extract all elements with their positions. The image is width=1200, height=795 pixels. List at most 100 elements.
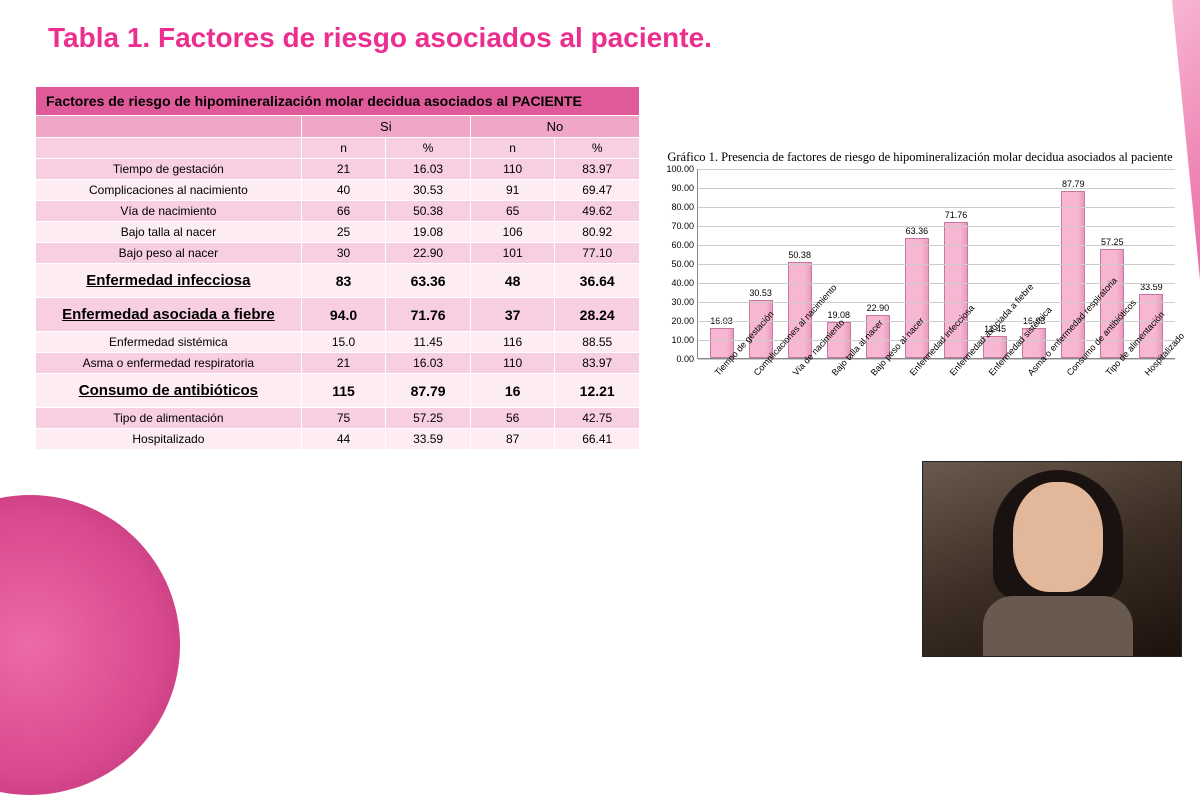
table-cell: 77.10 — [555, 243, 640, 264]
table-cell: 63.36 — [386, 264, 471, 298]
risk-factors-table: Factores de riesgo de hipomineralización… — [35, 86, 640, 450]
table-cell: 12.21 — [555, 374, 640, 408]
table-cell: 101 — [470, 243, 555, 264]
table-cell: 50.38 — [386, 201, 471, 222]
chart-ytick: 50.00 — [658, 259, 694, 269]
col-si: Si — [301, 116, 470, 138]
table-cell: 15.0 — [301, 332, 386, 353]
chart-ytick: 30.00 — [658, 297, 694, 307]
chart-bar-value: 22.90 — [867, 303, 890, 313]
table-cell: Tipo de alimentación — [36, 408, 302, 429]
chart-gridline — [698, 226, 1175, 227]
webcam-overlay — [922, 461, 1182, 657]
table-cell: Enfermedad asociada a fiebre — [36, 298, 302, 332]
table-cell: 116 — [470, 332, 555, 353]
sub-n: n — [470, 138, 555, 159]
table-cell: 16.03 — [386, 353, 471, 374]
table-cell: 16.03 — [386, 159, 471, 180]
table-cell: 21 — [301, 353, 386, 374]
blank-cell — [36, 116, 302, 138]
chart-gridline — [698, 264, 1175, 265]
table-row: Enfermedad sistémica15.011.4511688.55 — [36, 332, 640, 353]
corner-decoration-left — [0, 495, 180, 795]
table-cell: 87 — [470, 429, 555, 450]
chart-ytick: 90.00 — [658, 183, 694, 193]
chart-gridline — [698, 188, 1175, 189]
table-row: Consumo de antibióticos11587.791612.21 — [36, 374, 640, 408]
table-cell: 11.45 — [386, 332, 471, 353]
table-cell: 83.97 — [555, 159, 640, 180]
chart-ytick: 80.00 — [658, 202, 694, 212]
table-cell: 83.97 — [555, 353, 640, 374]
table-row: Bajo peso al nacer3022.9010177.10 — [36, 243, 640, 264]
table-cell: 83 — [301, 264, 386, 298]
table-cell: 110 — [470, 159, 555, 180]
table-cell: 48 — [470, 264, 555, 298]
table-cell: Hospitalizado — [36, 429, 302, 450]
chart-gridline — [698, 302, 1175, 303]
table-cell: 36.64 — [555, 264, 640, 298]
sub-pct: % — [555, 138, 640, 159]
chart-ytick: 70.00 — [658, 221, 694, 231]
table-row: Enfermedad asociada a fiebre94.071.76372… — [36, 298, 640, 332]
table-cell: 33.59 — [386, 429, 471, 450]
sub-n: n — [301, 138, 386, 159]
table-cell: 106 — [470, 222, 555, 243]
table-cell: 19.08 — [386, 222, 471, 243]
chart-ytick: 40.00 — [658, 278, 694, 288]
table-cell: 69.47 — [555, 180, 640, 201]
col-no: No — [470, 116, 639, 138]
table-row: Tipo de alimentación7557.255642.75 — [36, 408, 640, 429]
chart-ytick: 60.00 — [658, 240, 694, 250]
table-cell: 37 — [470, 298, 555, 332]
table-cell: 65 — [470, 201, 555, 222]
table-cell: 88.55 — [555, 332, 640, 353]
table-cell: 91 — [470, 180, 555, 201]
table-cell: 42.75 — [555, 408, 640, 429]
table-row: Tiempo de gestación2116.0311083.97 — [36, 159, 640, 180]
chart-gridline — [698, 169, 1175, 170]
table-cell: Tiempo de gestación — [36, 159, 302, 180]
table-cell: 22.90 — [386, 243, 471, 264]
table-cell: 28.24 — [555, 298, 640, 332]
table-cell: 49.62 — [555, 201, 640, 222]
table-cell: Complicaciones al nacimiento — [36, 180, 302, 201]
chart-bar-value: 71.76 — [945, 210, 968, 220]
table-cell: 21 — [301, 159, 386, 180]
table-cell: 110 — [470, 353, 555, 374]
table-cell: 44 — [301, 429, 386, 450]
table-row: Complicaciones al nacimiento4030.539169.… — [36, 180, 640, 201]
table-cell: Vía de nacimiento — [36, 201, 302, 222]
table-cell: 115 — [301, 374, 386, 408]
table-cell: Consumo de antibióticos — [36, 374, 302, 408]
table-cell: 40 — [301, 180, 386, 201]
table-cell: Bajo peso al nacer — [36, 243, 302, 264]
table-cell: 75 — [301, 408, 386, 429]
table-row: Bajo talla al nacer2519.0810680.92 — [36, 222, 640, 243]
chart-bar-value: 63.36 — [906, 226, 929, 236]
table-cell: 16 — [470, 374, 555, 408]
table-row: Hospitalizado4433.598766.41 — [36, 429, 640, 450]
chart-ytick: 0.00 — [658, 354, 694, 364]
blank-cell — [36, 138, 302, 159]
sub-pct: % — [386, 138, 471, 159]
table-row: Vía de nacimiento6650.386549.62 — [36, 201, 640, 222]
table-cell: 30.53 — [386, 180, 471, 201]
table-cell: Bajo talla al nacer — [36, 222, 302, 243]
chart-ytick: 20.00 — [658, 316, 694, 326]
table-cell: Asma o enfermedad respiratoria — [36, 353, 302, 374]
table-cell: Enfermedad sistémica — [36, 332, 302, 353]
table-cell: 71.76 — [386, 298, 471, 332]
table-cell: Enfermedad infecciosa — [36, 264, 302, 298]
table-cell: 30 — [301, 243, 386, 264]
chart-gridline — [698, 207, 1175, 208]
table-row: Asma o enfermedad respiratoria2116.03110… — [36, 353, 640, 374]
chart-bar-value: 50.38 — [788, 250, 811, 260]
chart-title: Gráfico 1. Presencia de factores de ries… — [655, 150, 1185, 165]
table-cell: 80.92 — [555, 222, 640, 243]
chart-bar-value: 30.53 — [749, 288, 772, 298]
table-cell: 25 — [301, 222, 386, 243]
chart-gridline — [698, 245, 1175, 246]
slide-title: Tabla 1. Factores de riesgo asociados al… — [48, 22, 712, 54]
table-cell: 94.0 — [301, 298, 386, 332]
